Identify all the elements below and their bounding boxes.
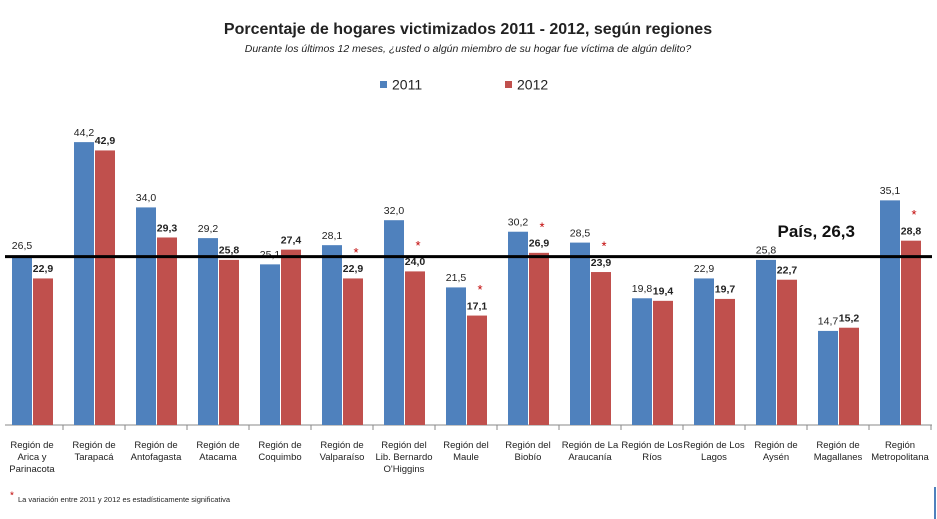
x-tick-label: Región del Biobío xyxy=(505,440,551,463)
bar xyxy=(529,252,549,425)
bar xyxy=(157,237,177,425)
value-label: 28,1 xyxy=(322,230,343,242)
value-label: 14,7 xyxy=(818,316,839,328)
value-label: 35,1 xyxy=(880,185,901,197)
value-label: 22,9 xyxy=(343,263,364,275)
value-label: 29,2 xyxy=(198,223,219,235)
legend-label: 2011 xyxy=(392,77,422,93)
legend-label: 2012 xyxy=(517,77,548,93)
value-label: 24,0 xyxy=(405,256,426,268)
bar xyxy=(281,249,301,425)
bar xyxy=(384,220,404,425)
significance-marker: * xyxy=(477,282,482,297)
bar xyxy=(715,298,735,425)
value-label: 21,5 xyxy=(446,272,467,284)
value-label: 19,4 xyxy=(653,286,674,298)
bar xyxy=(12,255,32,425)
value-label: 26,5 xyxy=(12,240,33,252)
x-tick-label: Región de Coquimbo xyxy=(258,440,302,463)
value-label: 15,2 xyxy=(839,313,860,325)
value-label: 30,2 xyxy=(508,217,529,229)
bar xyxy=(219,259,239,425)
value-label: 22,9 xyxy=(33,263,54,275)
bar xyxy=(33,278,53,425)
value-label: 32,0 xyxy=(384,205,405,217)
value-label: 28,5 xyxy=(570,227,591,239)
bar xyxy=(405,271,425,425)
bar xyxy=(839,327,859,425)
x-tick-label: Región de Los Ríos xyxy=(621,440,683,463)
significance-marker: * xyxy=(539,219,544,234)
value-label: 17,1 xyxy=(467,300,488,312)
bar xyxy=(198,238,218,425)
reference-label: País, 26,3 xyxy=(777,222,855,241)
x-tick-label: Región Metropolitana xyxy=(871,440,929,463)
significance-marker: * xyxy=(415,238,420,253)
value-label: 23,9 xyxy=(591,257,612,269)
value-label: 34,0 xyxy=(136,192,157,204)
chart-subtitle: Durante los últimos 12 meses, ¿usted o a… xyxy=(245,43,692,55)
bar xyxy=(880,200,900,425)
legend-swatch xyxy=(505,81,512,88)
bar xyxy=(756,259,776,425)
x-tick-label: Región de Atacama xyxy=(196,440,240,463)
value-label: 22,7 xyxy=(777,265,798,277)
value-label: 25,1 xyxy=(260,249,281,261)
value-label: 19,8 xyxy=(632,283,653,295)
significance-marker: * xyxy=(911,207,916,222)
x-tick-label: Región de Antofagasta xyxy=(130,440,182,463)
bar xyxy=(777,279,797,425)
value-label: 27,4 xyxy=(281,234,302,246)
bar xyxy=(694,278,714,425)
bar xyxy=(467,315,487,425)
bar xyxy=(322,245,342,425)
significance-marker: * xyxy=(601,238,606,253)
bar xyxy=(343,278,363,425)
x-tick-label: Región de Tarapacá xyxy=(72,440,116,463)
x-tick-label: Región de Magallanes xyxy=(813,440,863,463)
bar xyxy=(570,242,590,425)
bar xyxy=(818,330,838,425)
significance-marker: * xyxy=(353,245,358,260)
footnote-marker: * xyxy=(10,491,14,502)
bar xyxy=(136,207,156,425)
value-label: 22,9 xyxy=(694,263,715,275)
value-label: 44,2 xyxy=(74,127,95,139)
bar xyxy=(632,298,652,425)
bar xyxy=(901,240,921,425)
x-tick-label: Región de Aysén xyxy=(754,440,798,463)
value-label: 25,8 xyxy=(756,245,777,257)
value-label: 42,9 xyxy=(95,135,116,147)
x-tick-label: Región de Los Lagos xyxy=(683,440,745,463)
value-label: 29,3 xyxy=(157,222,178,234)
bar xyxy=(74,142,94,425)
footnote: La variación entre 2011 y 2012 es estadí… xyxy=(18,495,231,504)
value-label: 25,8 xyxy=(219,245,240,257)
bar xyxy=(591,272,611,425)
bar xyxy=(95,150,115,425)
legend-swatch xyxy=(380,81,387,88)
x-tick-label: Región de Arica y Parinacota xyxy=(9,440,55,475)
bar xyxy=(508,231,528,425)
x-tick-label: Región de La Araucanía xyxy=(561,440,619,463)
bar xyxy=(446,287,466,425)
chart-title: Porcentaje de hogares victimizados 2011 … xyxy=(224,21,712,38)
value-label: 19,7 xyxy=(715,284,736,296)
x-tick-label: Región del Lib. Bernardo O'Higgins xyxy=(375,440,433,475)
x-tick-label: Región de Valparaíso xyxy=(319,440,365,463)
bar xyxy=(653,300,673,425)
value-label: 26,9 xyxy=(529,238,550,250)
value-label: 28,8 xyxy=(901,225,922,237)
x-tick-label: Región del Maule xyxy=(443,440,489,463)
bar xyxy=(260,264,280,425)
